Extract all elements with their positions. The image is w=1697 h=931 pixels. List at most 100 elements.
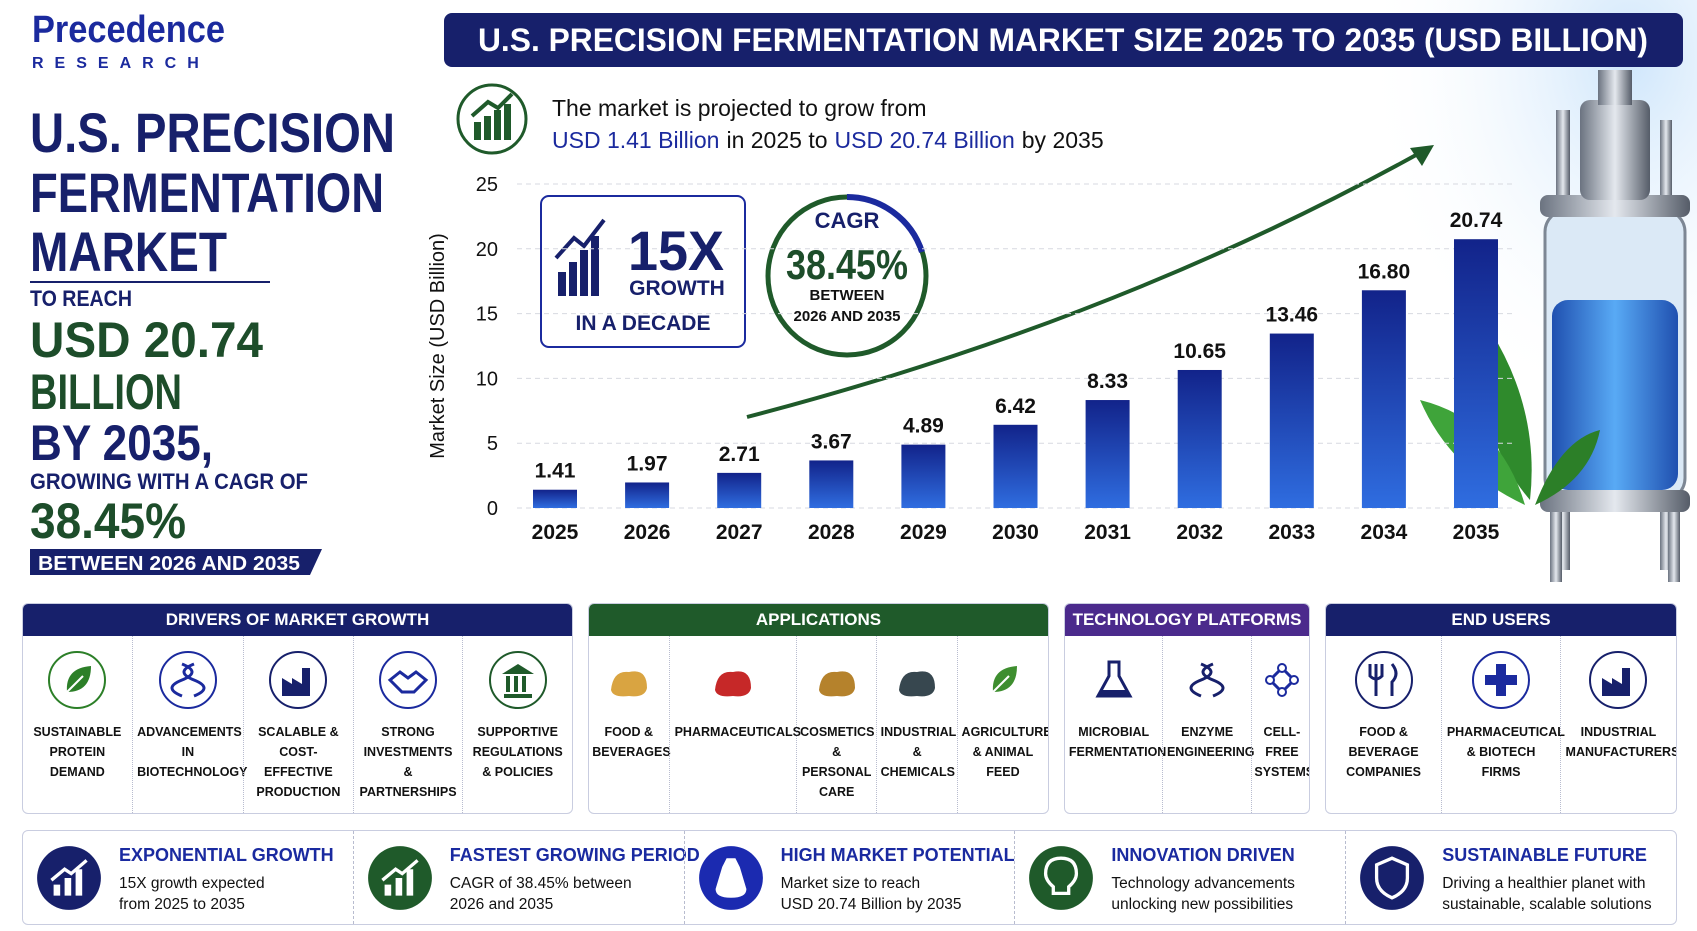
cagr-value: 38.45% [786,241,908,288]
x-tick-label: 2026 [624,521,671,544]
icon [1354,651,1413,709]
panel-item: ADVANCEMENTS IN BIOTECHNOLOGY [131,636,248,813]
feature-text: unlocking new possibilities [1111,896,1294,913]
x-tick-label: 2029 [900,521,947,544]
growth-callout-box [540,195,746,348]
headline-value: USD 20.74 [30,312,263,368]
bar [1454,239,1498,508]
icon-shape [1201,662,1225,698]
x-tick-label: 2025 [532,521,579,544]
icon-shape [66,675,85,693]
icon [48,651,107,709]
feature-strip: EXPONENTIAL GROWTH 15X growth expected fro… [22,830,1677,925]
icon [1029,846,1094,910]
growth-period: IN A DECADE [576,312,711,335]
icon-shape [1264,675,1275,685]
feature-title: HIGH MARKET POTENTIAL [780,845,1015,865]
feature-title: SUSTAINABLE FUTURE [1442,845,1647,865]
y-tick-label: 15 [476,304,498,326]
feature-title: INNOVATION DRIVEN [1111,845,1295,865]
panel-item-label: COSMETICS & PERSONAL CARE [800,725,875,799]
value-label: 20.74 [1450,209,1503,232]
value-label: 10.65 [1173,340,1226,363]
icon-shape [992,675,1010,693]
icon-shape [53,869,83,896]
panel-item-label: ENZYME ENGINEERING [1166,725,1255,759]
bar [717,472,762,508]
icon-shape [1276,663,1287,673]
y-tick-label: 5 [487,433,498,455]
panel: TECHNOLOGY PLATFORMS MICROBIAL FERMENTATI… [1064,603,1310,814]
icon-shape [282,668,311,696]
value-label: 8.33 [1087,370,1128,393]
chart-subtitle-part: USD 1.41 Billion [552,127,719,153]
icon-circle [1354,651,1413,709]
panel: APPLICATIONS FOOD & BEVERAGES PHARMACEUTIC… [588,603,1049,814]
panel-item: AGRICULTURE & ANIMAL FEED [956,636,1048,813]
panel-title: TECHNOLOGY PLATFORMS [1065,604,1309,636]
value-label: 13.46 [1266,304,1319,327]
icon-circle [1589,651,1648,709]
icon [158,651,217,709]
panel-items: FOOD & BEVERAGE COMPANIES PHARMACEUTICAL … [1326,636,1676,813]
icon-shape [1368,663,1398,696]
value-label: 1.97 [627,452,668,475]
headline-lead: TO REACH [30,286,132,311]
feature-text: Market size to reach [780,875,921,892]
bar [809,460,854,508]
panel-item-label: STRONG INVESTMENTS & PARTNERSHIPS [359,725,457,799]
feature-text: USD 20.74 Billion by 2035 [780,896,962,913]
y-tick-label: 20 [476,239,498,261]
icon-shape [610,671,647,697]
period-banner [30,549,322,575]
bar [901,444,946,508]
feature: HIGH MARKET POTENTIAL Market size to reac… [683,831,1015,924]
panel-item: FOOD & BEVERAGE COMPANIES [1326,636,1441,813]
chart-subtitle-part: in 2025 to [726,127,827,153]
x-tick-label: 2027 [716,521,763,544]
feature-title: EXPONENTIAL GROWTH [119,845,334,865]
headline-value: BILLION [30,364,182,420]
icon-circle [379,651,438,709]
feature: INNOVATION DRIVEN Technology advancements… [1014,831,1345,924]
value-label: 1.41 [535,460,576,483]
icon [698,846,763,910]
icon [1264,663,1299,697]
icon-shape [1602,668,1631,696]
panel-item: SUPPORTIVE REGULATIONS & POLICIES [462,636,572,813]
icon-shape [714,671,751,697]
chart-subtitle-part: USD 20.74 Billion [835,127,1015,153]
panel-item: PHARMACEUTICAL & BIOTECH FIRMS [1441,636,1565,813]
panel-item-label: INDUSTRIAL & CHEMICALS [880,725,957,779]
x-tick-label: 2028 [808,521,855,544]
panel-item: ENZYME ENGINEERING [1162,636,1255,813]
icon [1589,651,1648,709]
bar [1177,369,1222,508]
value-label: 2.71 [719,443,760,466]
growth-multiple: 15X [628,219,724,282]
x-tick-label: 2030 [992,521,1039,544]
feature-title: FASTEST GROWING PERIOD [449,845,700,865]
icon [488,651,547,709]
y-axis-label: Market Size (USD Billion) [427,233,449,459]
icon-circle [158,651,217,709]
feature-text: Driving a healthier planet with [1442,875,1646,892]
logo-tagline: RESEARCH [32,55,210,72]
icon-shape [1276,687,1287,697]
bar [993,424,1038,508]
icon [818,671,855,697]
panel-items: MICROBIAL FERMENTATION ENZYME ENGINEERING… [1065,636,1309,813]
icon-shape [1288,675,1299,685]
headline-period: BETWEEN 2026 AND 2035 [38,553,300,575]
panel-item-label: FOOD & BEVERAGE COMPANIES [1346,725,1421,779]
value-label: 4.89 [903,415,944,438]
headline-year: BY 2035, [30,415,213,471]
icon-shape [715,867,746,898]
value-label: 3.67 [811,430,852,453]
icon-shape [1098,690,1129,696]
panel-item: SUSTAINABLE PROTEIN DEMAND [23,636,132,813]
icon-shape [170,662,194,698]
icon [992,666,1017,693]
icon-circle [269,651,328,709]
